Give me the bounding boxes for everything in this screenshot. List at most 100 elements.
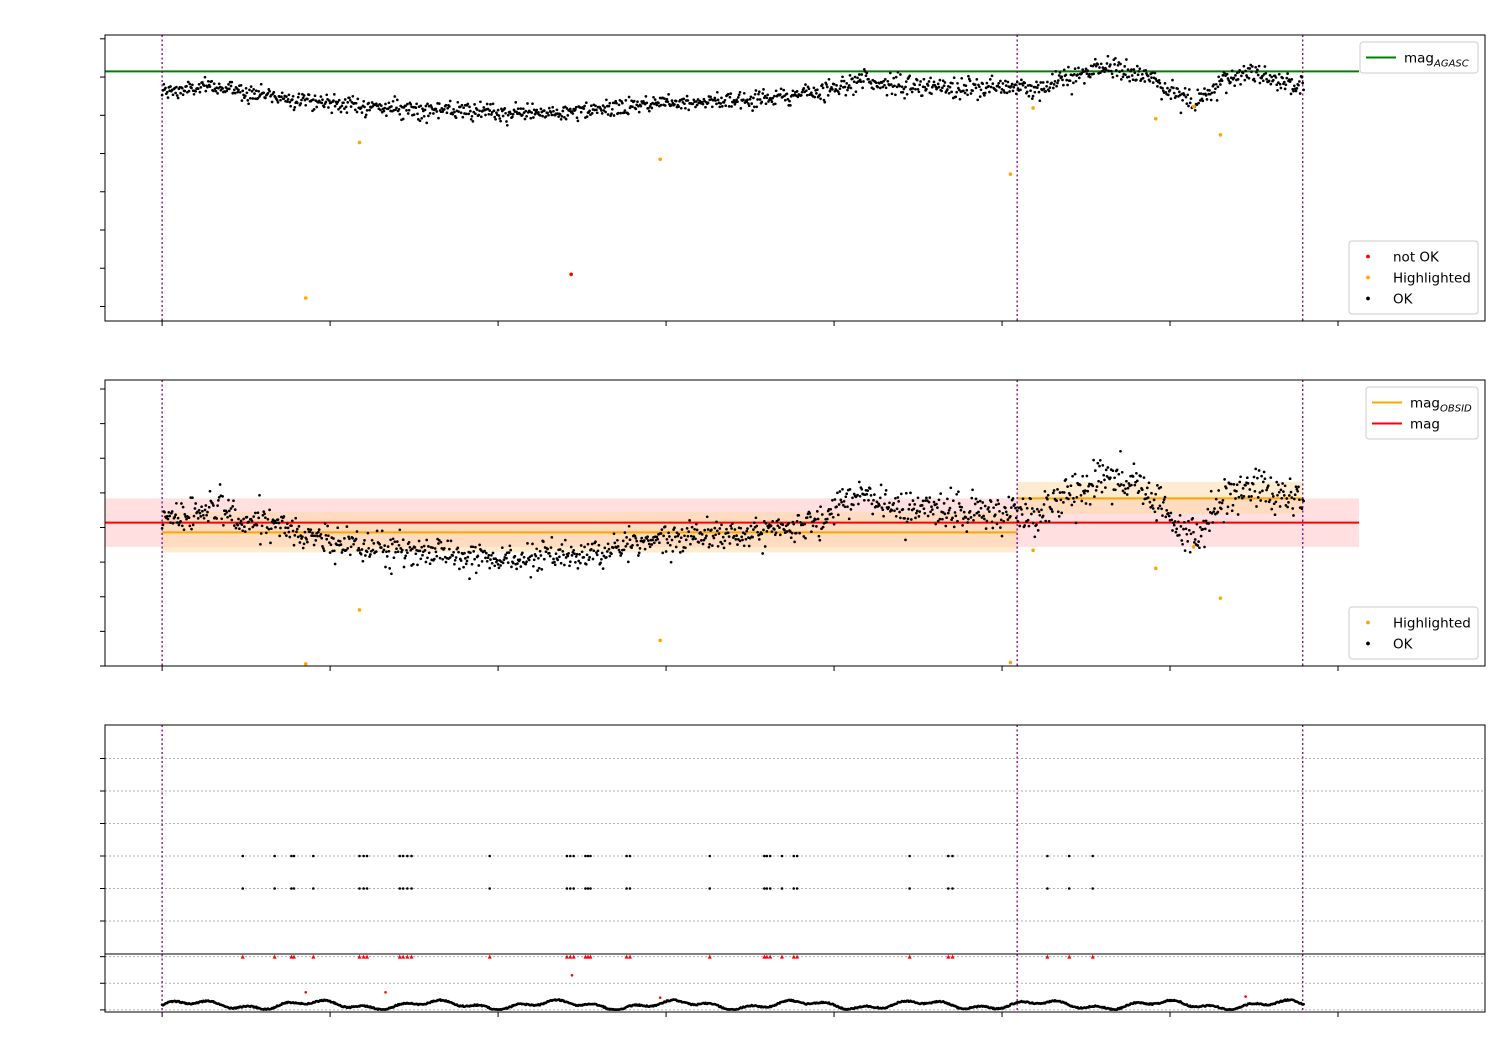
ok-point xyxy=(1300,75,1304,79)
ok-point xyxy=(274,521,278,525)
ok-point xyxy=(509,548,513,552)
ok-point xyxy=(1062,491,1066,494)
ok-point xyxy=(1137,489,1141,493)
ok-point xyxy=(1077,66,1080,70)
ok-point xyxy=(1132,68,1136,71)
ok-point xyxy=(918,510,922,513)
ok-point xyxy=(878,504,881,507)
ok-point xyxy=(732,534,736,538)
ok-point xyxy=(1055,84,1058,88)
ok-point xyxy=(903,517,906,520)
ok-point xyxy=(202,516,206,520)
ok-point xyxy=(727,535,731,538)
flag-point xyxy=(290,887,293,890)
ok-point xyxy=(1166,86,1169,90)
ok-point xyxy=(573,552,576,556)
ok-point xyxy=(1196,88,1200,92)
flag-point xyxy=(398,887,402,890)
flag-point xyxy=(584,854,587,858)
ok-point xyxy=(497,566,501,570)
ok-point xyxy=(257,516,261,520)
ok-point xyxy=(434,107,438,111)
ok-point xyxy=(928,496,932,499)
ok-point xyxy=(1286,505,1289,509)
ok-point xyxy=(600,557,603,561)
ok-point xyxy=(196,87,200,91)
ok-point xyxy=(971,89,974,93)
ok-point xyxy=(435,110,439,113)
ok-point xyxy=(746,98,749,102)
ok-point xyxy=(422,544,426,548)
ok-point xyxy=(694,522,698,526)
ok-point xyxy=(537,110,540,114)
ok-point xyxy=(579,110,583,114)
ok-point xyxy=(838,87,842,91)
ok-point xyxy=(464,562,468,566)
ok-point xyxy=(709,95,712,99)
highlighted-point xyxy=(1008,660,1013,665)
ok-point xyxy=(965,530,969,533)
ok-point xyxy=(616,538,619,542)
ok-point xyxy=(549,546,553,549)
ok-point xyxy=(964,516,968,519)
ok-point xyxy=(1158,504,1162,508)
ok-point xyxy=(869,494,873,497)
ok-point xyxy=(998,85,1001,89)
ok-point xyxy=(1149,505,1153,509)
ok-point xyxy=(1086,489,1090,493)
ok-point xyxy=(1203,527,1207,531)
ok-point xyxy=(1038,99,1042,103)
ok-point xyxy=(944,524,948,528)
ok-point xyxy=(560,115,564,118)
ok-point xyxy=(1195,103,1199,107)
ok-point xyxy=(909,518,913,521)
ok-point xyxy=(393,95,397,98)
ok-point xyxy=(1161,86,1164,90)
ok-point xyxy=(803,522,807,526)
ok-point xyxy=(508,544,512,548)
ok-point xyxy=(1212,83,1216,86)
ok-point xyxy=(648,105,652,108)
ok-point xyxy=(259,532,263,535)
ok-point xyxy=(719,102,723,105)
ok-point xyxy=(865,492,869,496)
ok-point xyxy=(225,89,229,93)
ok-point xyxy=(1091,484,1095,488)
ok-point xyxy=(493,564,497,568)
ok-point xyxy=(1005,513,1009,517)
ok-point xyxy=(405,109,408,112)
ok-point xyxy=(626,560,630,564)
ok-point xyxy=(647,539,650,542)
ok-point xyxy=(1172,86,1175,90)
ok-point xyxy=(427,114,430,118)
ok-point xyxy=(764,102,768,106)
ok-point xyxy=(328,551,332,554)
ok-point xyxy=(1151,507,1155,510)
ok-point xyxy=(489,558,492,561)
ok-point xyxy=(1103,478,1106,482)
ok-point xyxy=(387,549,391,553)
ok-point xyxy=(591,557,595,561)
ok-point xyxy=(1241,487,1245,490)
ok-point xyxy=(317,528,321,531)
ok-point xyxy=(1278,505,1282,508)
ok-point xyxy=(507,551,511,554)
ok-point xyxy=(890,509,894,512)
ok-point xyxy=(351,536,355,540)
ok-point xyxy=(1151,81,1155,84)
ok-point xyxy=(330,111,334,115)
ok-point xyxy=(710,528,713,532)
ok-point xyxy=(613,541,617,545)
ok-point xyxy=(247,520,250,524)
flag-point xyxy=(765,854,769,858)
ok-point xyxy=(523,117,527,121)
capped-dr-marker xyxy=(1067,954,1072,959)
ok-point xyxy=(826,94,830,97)
ok-point xyxy=(484,551,488,555)
ok-point xyxy=(1116,63,1120,67)
ok-point xyxy=(589,104,593,108)
ok-point xyxy=(571,112,575,115)
ok-point xyxy=(1261,74,1264,78)
flag-point xyxy=(908,887,911,890)
ok-point xyxy=(983,504,987,508)
